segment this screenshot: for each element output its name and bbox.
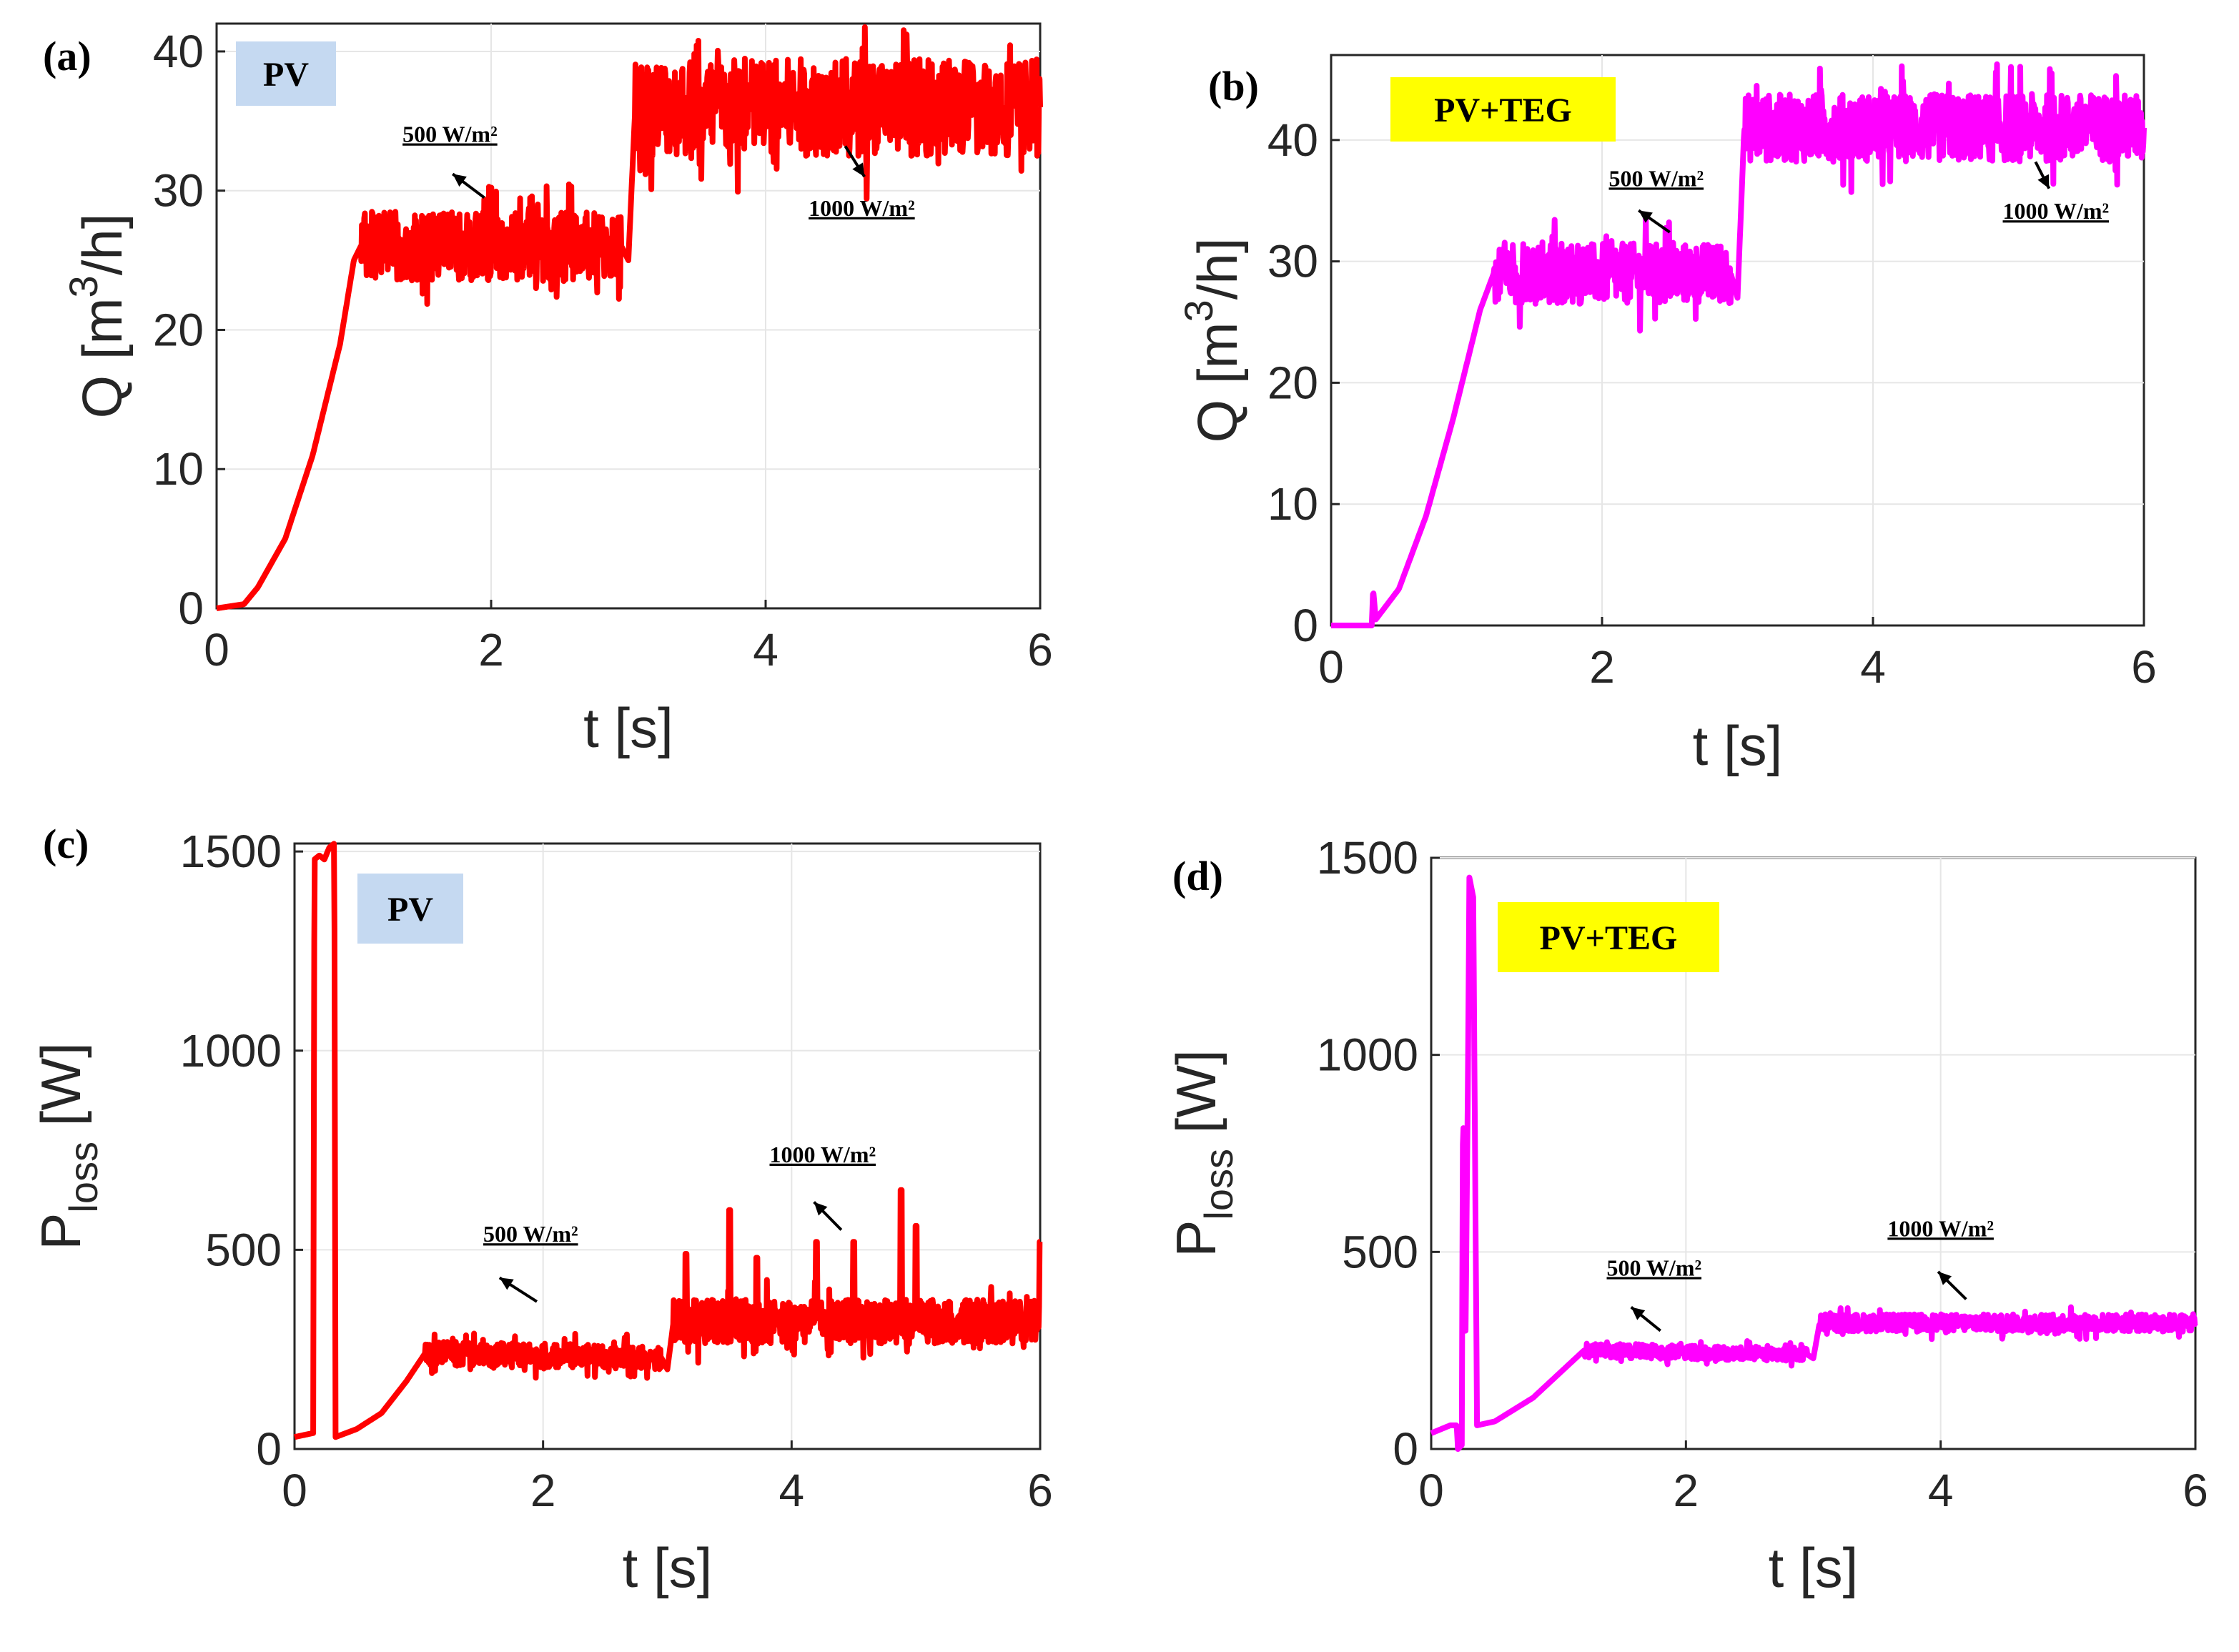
irradiance-annotation: 500 W/m²	[1609, 165, 1704, 191]
series-badge-label: PV	[387, 891, 433, 929]
y-axis-label: Ploss [W]	[1165, 1049, 1241, 1257]
x-axis-label: t [s]	[623, 1536, 713, 1599]
y-tick-label: 20	[153, 304, 204, 355]
series-badge	[1390, 77, 1616, 142]
irradiance-annotation: 500 W/m²	[483, 1221, 578, 1247]
arrow-head-icon	[814, 1202, 828, 1216]
series-badge	[357, 874, 463, 944]
irradiance-annotation: 1000 W/m²	[770, 1142, 876, 1167]
panel-b: 0 2 4 6 0 10 20 30 40 500 W/m² 1000 W/m² PV+TEG (b) t…	[1176, 54, 2157, 777]
arrow-head-icon	[1631, 1307, 1646, 1320]
y-tick-label: 1500	[1317, 832, 1418, 884]
x-tick-label: 2	[478, 624, 504, 676]
series-badge-label: PV+TEG	[1540, 919, 1678, 957]
irradiance-annotation: 500 W/m²	[402, 122, 498, 147]
arrow-head-icon	[1938, 1271, 1952, 1285]
panel-d: 0 2 4 6 0 500 1000 1500 500 W/m² 1000 W/m² PV+TEG (…	[1165, 832, 2208, 1599]
y-tick-label: 1500	[180, 826, 282, 877]
x-tick-label: 2	[530, 1465, 556, 1516]
y-tick-label: 500	[1342, 1226, 1418, 1277]
x-tick-label: 4	[753, 624, 779, 676]
y-tick-label: 30	[1267, 236, 1318, 287]
arrow-head-icon	[1639, 210, 1653, 223]
x-tick-label: 0	[1418, 1465, 1444, 1516]
series-badge	[236, 41, 336, 106]
x-tick-label: 0	[1318, 641, 1344, 693]
series-line	[1328, 61, 2147, 628]
irradiance-annotation: 1000 W/m²	[2003, 198, 2110, 224]
irradiance-annotation: 1000 W/m²	[809, 195, 915, 221]
y-tick-label: 40	[153, 26, 204, 77]
arrow-head-icon	[852, 162, 865, 177]
panel-label: (c)	[43, 821, 89, 867]
arrow-head-icon	[2037, 174, 2050, 189]
x-axis-label: t [s]	[1693, 714, 1783, 777]
panel-label: (b)	[1208, 63, 1259, 109]
y-tick-label: 30	[153, 165, 204, 217]
y-tick-label: 10	[1267, 478, 1318, 530]
y-tick-label: 40	[1267, 114, 1318, 166]
x-tick-label: 2	[1674, 1465, 1699, 1516]
panel-label: (a)	[43, 33, 92, 79]
y-tick-label: 500	[205, 1224, 282, 1275]
irradiance-annotation: 500 W/m²	[1607, 1255, 1702, 1280]
series-badge	[1498, 902, 1719, 972]
panel-c: 0 2 4 6 0 500 1000 1500 500 W/m² 1000 W/m² PV (c) t …	[29, 821, 1053, 1599]
x-tick-label: 6	[2183, 1465, 2208, 1516]
x-tick-label: 2	[1589, 641, 1615, 693]
y-tick-label: 0	[1293, 600, 1318, 651]
x-axis-label: t [s]	[1769, 1536, 1859, 1599]
series-line	[214, 24, 1043, 611]
y-tick-label: 0	[178, 583, 204, 634]
series-line	[1428, 874, 2198, 1452]
arrow-head-icon	[499, 1277, 514, 1290]
y-axis-label: Q [m3/h]	[1176, 238, 1249, 443]
x-tick-label: 4	[1928, 1465, 1954, 1516]
y-tick-label: 0	[256, 1423, 282, 1475]
y-tick-label: 0	[1393, 1423, 1418, 1475]
series-badge-label: PV	[263, 56, 309, 94]
y-tick-label: 20	[1267, 357, 1318, 408]
y-tick-label: 1000	[180, 1025, 282, 1077]
x-tick-label: 6	[1027, 624, 1053, 676]
series-badge-label: PV+TEG	[1434, 91, 1572, 129]
series-line	[292, 841, 1043, 1440]
x-tick-label: 0	[282, 1465, 307, 1516]
y-tick-label: 10	[153, 443, 204, 495]
panel-a: 0 2 4 6 0 10 20 30 40 500 W/m² 1000 W/m² PV (a) t [s]…	[43, 22, 1053, 759]
y-tick-label: 1000	[1317, 1029, 1418, 1081]
panel-label: (d)	[1172, 853, 1223, 899]
y-axis-label: Ploss [W]	[29, 1042, 106, 1250]
x-tick-label: 4	[1860, 641, 1886, 693]
x-tick-label: 4	[779, 1465, 805, 1516]
irradiance-annotation: 1000 W/m²	[1887, 1215, 1994, 1241]
x-tick-label: 6	[1027, 1465, 1053, 1516]
y-axis-label: Q [m3/h]	[61, 214, 134, 419]
x-axis-label: t [s]	[583, 696, 673, 759]
x-tick-label: 6	[2131, 641, 2157, 693]
x-tick-label: 0	[204, 624, 229, 676]
arrow-head-icon	[453, 174, 467, 187]
